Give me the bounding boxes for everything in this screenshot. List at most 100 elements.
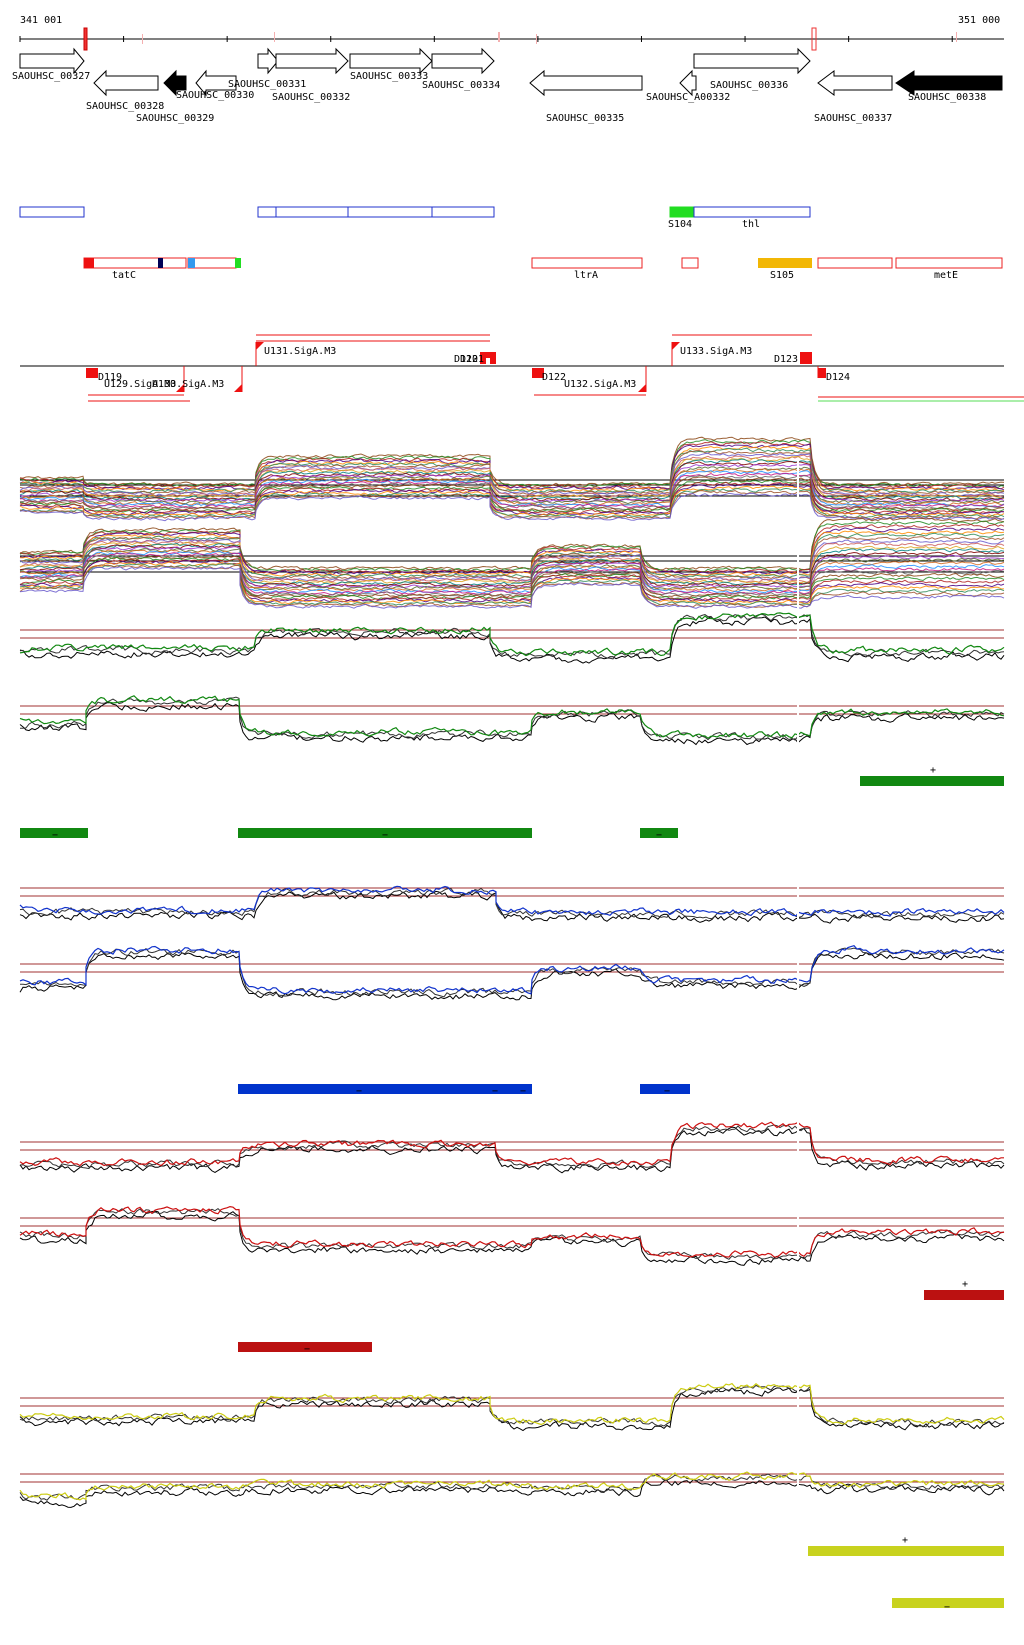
plus-feature-track: S104 thl	[19, 206, 811, 230]
plus-sign: +	[962, 1279, 968, 1290]
plus-strand-segment[interactable]	[808, 1546, 1004, 1556]
gene-SAOUHSC_00332[interactable]: SAOUHSC_00332	[272, 47, 350, 103]
gene-SAOUHSC_00328[interactable]: SAOUHSC_00328	[86, 69, 164, 112]
gene-SAOUHSC_00330[interactable]: SAOUHSC_00330	[176, 69, 254, 101]
gene-label: SAOUHSC_00328	[86, 101, 164, 112]
minus-sign: −	[520, 1086, 526, 1097]
ruler-highlight-mark[interactable]	[83, 27, 88, 51]
feature-box[interactable]	[275, 206, 349, 218]
condition-panel-4: +−	[19, 1358, 1005, 1613]
promoter-arrow[interactable]	[672, 342, 680, 350]
minus-sign: −	[664, 1086, 670, 1097]
gene-label: SAOUHSC_A00332	[646, 92, 730, 103]
minus-sign: −	[356, 1086, 362, 1097]
feature-box[interactable]	[431, 206, 495, 218]
replicate-line	[19, 951, 1005, 1001]
minus-strand-segment[interactable]	[20, 828, 88, 838]
gene-label: SAOUHSC_00327	[12, 71, 90, 82]
promoter-arrow[interactable]	[638, 384, 646, 392]
replicate-line	[19, 1478, 1005, 1508]
gene-SAOUHSC_00335[interactable]: SAOUHSC_00335	[529, 69, 643, 124]
minus-strand-segment[interactable]	[640, 1084, 690, 1094]
terminator-block[interactable]	[86, 368, 98, 378]
replicate-line	[19, 1387, 1005, 1432]
replicate-line	[19, 1124, 1005, 1170]
gene-label: SAOUHSC_00333	[350, 71, 428, 82]
feature-label: S105	[770, 270, 794, 281]
gene-SAOUHSC_00329[interactable]: SAOUHSC_00329	[136, 69, 214, 124]
feature-box[interactable]	[187, 257, 237, 269]
feature-tatC[interactable]	[83, 257, 187, 269]
expression-multi-profile	[19, 517, 1005, 609]
feature-label: tatC	[112, 270, 136, 281]
gene-SAOUHSC_00327[interactable]: SAOUHSC_00327	[12, 47, 90, 82]
feature-ltrA[interactable]	[531, 257, 643, 269]
promoter-arrow[interactable]	[256, 342, 264, 350]
terminator-label: D122	[542, 372, 566, 383]
replicate-line	[19, 616, 1005, 664]
gene-label: SAOUHSC_00338	[908, 92, 986, 103]
minus-strand-segment[interactable]	[238, 1084, 532, 1094]
condition-line	[19, 945, 1005, 995]
ruler-highlight-mark[interactable]	[811, 27, 817, 51]
feature-label: ltrA	[574, 270, 598, 281]
feature-box[interactable]	[19, 206, 85, 218]
gene-label: SAOUHSC_00332	[272, 92, 350, 103]
condition-panel-2: − − − −	[19, 848, 1005, 1097]
expression-condition-panels: +− − −− − − −+−+−	[19, 590, 1005, 1613]
expression-overview-plots	[19, 436, 1005, 609]
feature-S105[interactable]	[758, 258, 812, 268]
ruler-start-label: 341 001	[20, 15, 62, 26]
gene-SAOUHSC_A00332[interactable]: SAOUHSC_A00332	[646, 69, 730, 103]
minus-strand-segment[interactable]	[892, 1598, 1004, 1608]
gene-SAOUHSC_00331[interactable]: SAOUHSC_00331	[228, 47, 306, 90]
promoter-arrow[interactable]	[176, 384, 184, 392]
gene-SAOUHSC_00333[interactable]: SAOUHSC_00333	[349, 47, 433, 82]
minus-sign: −	[304, 1344, 310, 1355]
gene-label: SAOUHSC_00336	[710, 80, 788, 91]
feature-box[interactable]	[817, 257, 893, 269]
promoter-arrow[interactable]	[234, 384, 242, 392]
feature-box[interactable]	[681, 257, 699, 269]
feature-S104[interactable]	[669, 206, 695, 218]
condition-panel-3: +−	[19, 1102, 1005, 1355]
condition-line	[19, 1471, 1005, 1501]
minus-sign: −	[492, 1086, 498, 1097]
gene-SAOUHSC_00336[interactable]: SAOUHSC_00336	[693, 47, 811, 91]
gene-label: SAOUHSC_00330	[176, 90, 254, 101]
plus-strand-segment[interactable]	[924, 1290, 1004, 1300]
terminator-label: D124	[826, 372, 850, 383]
terminator-block[interactable]	[800, 352, 812, 364]
expression-multi-profile	[19, 436, 1005, 530]
regulatory-track: U131.SigA.M3 D120 D121 U133.SigA.M3 D123…	[20, 334, 1024, 402]
terminator-label: D121	[460, 354, 484, 365]
feature-box[interactable]	[347, 206, 433, 218]
plus-strand-segment[interactable]	[860, 776, 1004, 786]
gene-label: SAOUHSC_00335	[546, 113, 624, 124]
terminator-block[interactable]	[532, 368, 544, 378]
feature-thl[interactable]	[693, 206, 811, 218]
feature-box[interactable]	[257, 206, 277, 218]
terminator-block[interactable]	[818, 368, 826, 378]
condition-panel-1: + − − −	[19, 590, 1005, 841]
gene-SAOUHSC_00334[interactable]: SAOUHSC_00334	[422, 47, 500, 91]
gene-SAOUHSC_00338[interactable]: SAOUHSC_00338	[895, 70, 1003, 103]
gene-SAOUHSC_00337[interactable]: SAOUHSC_00337	[814, 70, 893, 124]
replicate-line	[19, 696, 1005, 741]
condition-line	[19, 1382, 1005, 1426]
plus-sign: +	[930, 765, 936, 776]
gene-label: SAOUHSC_00334	[422, 80, 500, 91]
feature-metE[interactable]	[895, 257, 1003, 269]
minus-strand-segment[interactable]	[238, 828, 532, 838]
minus-strand-segment[interactable]	[640, 828, 678, 838]
gene-label: SAOUHSC_00337	[814, 113, 892, 124]
gene-track: SAOUHSC_00327 SAOUHSC_00328 SAOUHSC_0032…	[12, 47, 1003, 124]
promoter-label: U132.SigA.M3	[564, 379, 636, 390]
condition-line	[19, 1205, 1005, 1258]
condition-line	[19, 885, 1005, 917]
replicate-line	[19, 890, 1005, 924]
replicate-line	[19, 702, 1005, 746]
minus-strand-segment[interactable]	[238, 1342, 372, 1352]
minus-sign: −	[944, 1602, 950, 1613]
